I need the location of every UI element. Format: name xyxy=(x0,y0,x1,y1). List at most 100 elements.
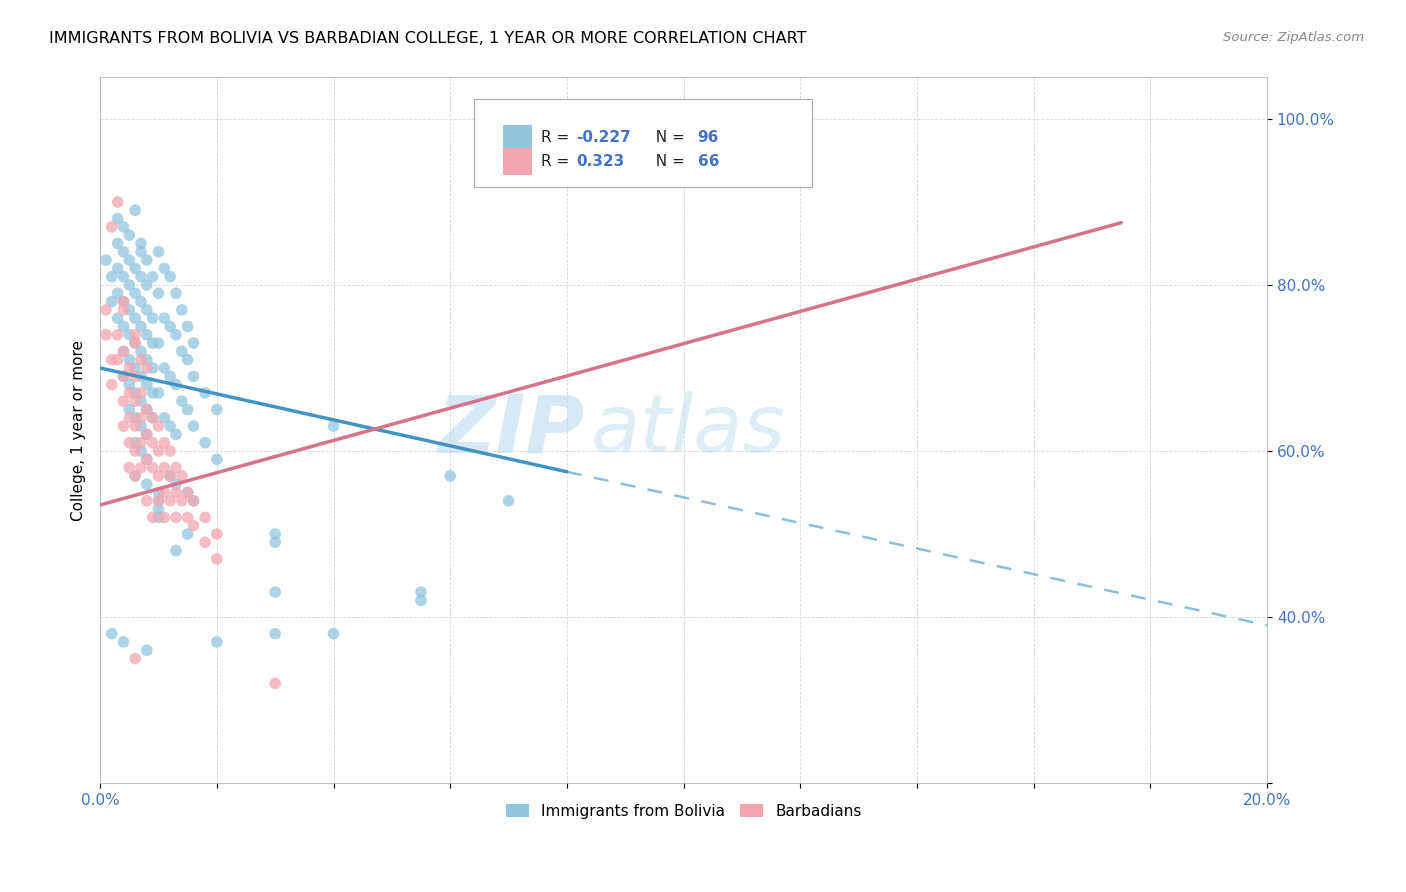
FancyBboxPatch shape xyxy=(474,99,811,186)
Point xyxy=(264,535,287,549)
Point xyxy=(124,419,146,434)
Point xyxy=(118,327,141,342)
Point xyxy=(142,311,165,326)
Text: -0.227: -0.227 xyxy=(576,130,631,145)
Point xyxy=(129,435,152,450)
Point xyxy=(148,336,170,351)
Point xyxy=(176,352,198,367)
Point xyxy=(124,444,146,458)
Point xyxy=(101,219,124,234)
Point xyxy=(409,593,432,607)
Point xyxy=(94,253,117,268)
Point xyxy=(135,493,157,508)
Point xyxy=(118,352,141,367)
Text: 96: 96 xyxy=(697,130,718,145)
Point xyxy=(112,369,135,384)
Point xyxy=(135,452,157,467)
Text: 66: 66 xyxy=(697,154,718,169)
Point xyxy=(153,460,176,475)
Point xyxy=(148,419,170,434)
Point xyxy=(112,244,135,259)
Point xyxy=(129,269,152,284)
Point xyxy=(148,493,170,508)
Point xyxy=(153,435,176,450)
Point xyxy=(129,369,152,384)
Point xyxy=(142,460,165,475)
Point xyxy=(194,435,217,450)
FancyBboxPatch shape xyxy=(503,125,531,152)
Point xyxy=(498,493,520,508)
Text: N =: N = xyxy=(647,130,690,145)
Point xyxy=(148,444,170,458)
Point xyxy=(176,485,198,500)
Point xyxy=(107,327,129,342)
Point xyxy=(165,510,187,524)
Point xyxy=(135,361,157,376)
Point xyxy=(129,410,152,425)
Point xyxy=(142,269,165,284)
Point xyxy=(205,452,228,467)
Point xyxy=(124,203,146,218)
Point xyxy=(148,385,170,400)
Point xyxy=(194,510,217,524)
Point xyxy=(142,410,165,425)
Point xyxy=(148,286,170,301)
Point xyxy=(205,552,228,566)
Point xyxy=(129,460,152,475)
Text: R =: R = xyxy=(541,130,574,145)
Point xyxy=(107,311,129,326)
Point xyxy=(101,352,124,367)
Point xyxy=(170,469,193,483)
Point xyxy=(101,269,124,284)
Point xyxy=(183,336,205,351)
Point xyxy=(159,444,181,458)
Point xyxy=(148,469,170,483)
Point xyxy=(148,510,170,524)
Point xyxy=(118,361,141,376)
Point xyxy=(101,377,124,392)
Point xyxy=(112,294,135,309)
Point xyxy=(142,510,165,524)
Point xyxy=(142,385,165,400)
Point xyxy=(101,294,124,309)
Point xyxy=(94,327,117,342)
Point xyxy=(124,286,146,301)
Point xyxy=(118,385,141,400)
Point xyxy=(118,377,141,392)
Point xyxy=(170,394,193,409)
Point xyxy=(165,543,187,558)
Point xyxy=(129,294,152,309)
Point xyxy=(142,410,165,425)
Point xyxy=(135,277,157,292)
Point xyxy=(112,635,135,649)
Point xyxy=(142,361,165,376)
Point xyxy=(112,344,135,359)
Point xyxy=(153,410,176,425)
Point xyxy=(135,253,157,268)
Point xyxy=(129,352,152,367)
Point xyxy=(118,253,141,268)
Point xyxy=(148,502,170,516)
Point xyxy=(118,277,141,292)
Point xyxy=(264,527,287,541)
Point xyxy=(118,302,141,317)
Point xyxy=(205,402,228,417)
Point xyxy=(135,402,157,417)
Point xyxy=(124,261,146,276)
Point xyxy=(183,518,205,533)
Point xyxy=(129,385,152,400)
Point xyxy=(165,460,187,475)
Point xyxy=(124,336,146,351)
Point xyxy=(176,319,198,334)
Point xyxy=(129,319,152,334)
Point xyxy=(107,194,129,209)
Legend: Immigrants from Bolivia, Barbadians: Immigrants from Bolivia, Barbadians xyxy=(499,797,868,825)
Point xyxy=(322,626,344,640)
Point xyxy=(129,344,152,359)
Point xyxy=(672,112,695,126)
Point xyxy=(118,460,141,475)
Point xyxy=(124,336,146,351)
Point xyxy=(118,228,141,243)
Point xyxy=(94,302,117,317)
Point xyxy=(135,402,157,417)
